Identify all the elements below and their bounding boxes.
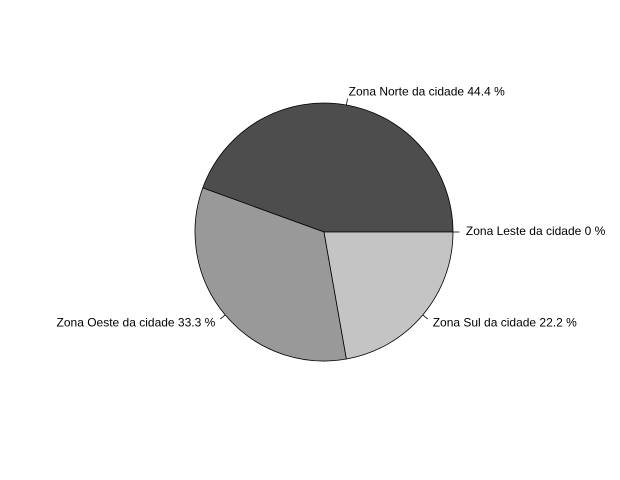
slice-label-zona-sul-da-cidade-22-2: Zona Sul da cidade 22.2 % [433,315,577,329]
leader-line-zona-norte-da-cidade-44-4 [346,98,348,106]
pie-slices [194,102,454,362]
pie-slice-zona-oeste-da-cidade-33-3 [194,187,347,362]
leader-line-zona-oeste-da-cidade-33-3 [219,314,226,320]
pie-slice-zona-sul-da-cidade-22-2 [323,231,454,360]
pie-slice-zona-norte-da-cidade-44-4 [202,102,454,233]
slice-label-zona-oeste-da-cidade-33-3: Zona Oeste da cidade 33.3 % [57,315,216,329]
slice-label-zona-leste-da-cidade-0: Zona Leste da cidade 0 % [466,224,606,238]
slice-label-zona-norte-da-cidade-44-4: Zona Norte da cidade 44.4 % [349,84,505,98]
pie-labels: Zona Leste da cidade 0 % Zona Norte da ci… [57,84,606,329]
leader-line-zona-sul-da-cidade-22-2 [422,314,429,320]
